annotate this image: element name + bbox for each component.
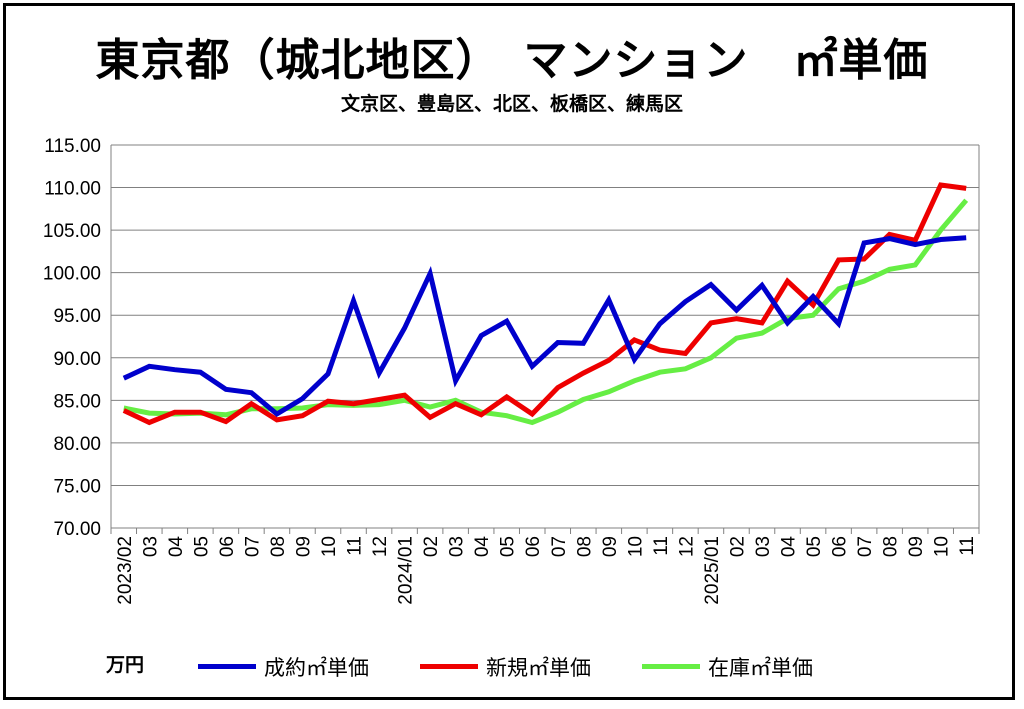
x-tick-label: 07 <box>242 536 263 557</box>
y-tick-label: 90.00 <box>53 349 101 370</box>
x-tick-label: 10 <box>625 536 646 557</box>
x-tick-label: 04 <box>166 536 187 558</box>
x-tick-label: 05 <box>191 536 212 557</box>
y-tick-label: 115.00 <box>44 136 101 157</box>
x-tick-label: 06 <box>523 536 544 557</box>
chart-subtitle: 文京区、豊島区、北区、板橋区、練馬区 <box>340 93 683 115</box>
x-tick-label: 02 <box>727 536 748 557</box>
legend-line-contract <box>198 664 256 669</box>
x-tick-label: 08 <box>574 536 595 557</box>
x-tick-label: 06 <box>217 536 238 557</box>
legend-label-new: 新規㎡単価 <box>486 656 591 680</box>
y-tick-label: 70.00 <box>53 519 101 540</box>
y-tick-label: 85.00 <box>53 391 101 412</box>
x-tick-label: 06 <box>830 536 851 557</box>
chart-frame <box>3 3 1015 700</box>
x-tick-label: 10 <box>932 536 953 557</box>
x-tick-label: 07 <box>855 536 876 557</box>
x-tick-label: 03 <box>447 536 468 557</box>
x-tick-label: 09 <box>906 536 927 557</box>
x-tick-label: 04 <box>472 536 493 558</box>
x-tick-label: 02 <box>421 536 442 557</box>
x-tick-label: 05 <box>804 536 825 557</box>
x-tick-label: 08 <box>268 536 289 557</box>
x-tick-label: 05 <box>498 536 519 557</box>
y-tick-label: 80.00 <box>53 434 101 455</box>
x-tick-label: 11 <box>957 536 978 556</box>
x-tick-label: 03 <box>753 536 774 557</box>
x-tick-label: 07 <box>549 536 570 557</box>
y-tick-label: 110.00 <box>44 179 101 200</box>
series-line-contract <box>122 235 967 418</box>
series-line-new <box>122 182 967 426</box>
y-tick-label: 105.00 <box>43 221 101 242</box>
x-tick-label: 12 <box>370 536 391 557</box>
x-tick-label: 09 <box>293 536 314 557</box>
legend-line-new <box>420 664 478 669</box>
legend-line-stock <box>642 664 700 669</box>
x-tick-label: 04 <box>779 536 800 558</box>
x-tick-label: 2024/01 <box>396 536 417 605</box>
y-tick-label: 95.00 <box>53 306 101 327</box>
chart-title: 東京都（城北地区） マンション ㎡単価 <box>95 35 929 86</box>
y-tick-label: 100.00 <box>43 264 101 285</box>
series-line-stock <box>123 198 969 426</box>
x-tick-label: 10 <box>319 536 340 557</box>
x-tick-label: 2025/01 <box>702 536 723 605</box>
x-tick-label: 11 <box>651 536 672 556</box>
x-tick-label: 2023/02 <box>115 536 136 605</box>
x-tick-label: 12 <box>676 536 697 557</box>
x-tick-label: 03 <box>140 536 161 557</box>
legend-label-contract: 成約㎡単価 <box>264 656 369 680</box>
x-tick-label: 08 <box>881 536 902 557</box>
y-tick-label: 75.00 <box>53 476 101 497</box>
x-tick-label: 09 <box>600 536 621 557</box>
x-tick-label: 11 <box>345 536 366 556</box>
unit-label: 万円 <box>106 654 145 676</box>
legend-label-stock: 在庫㎡単価 <box>708 656 813 680</box>
